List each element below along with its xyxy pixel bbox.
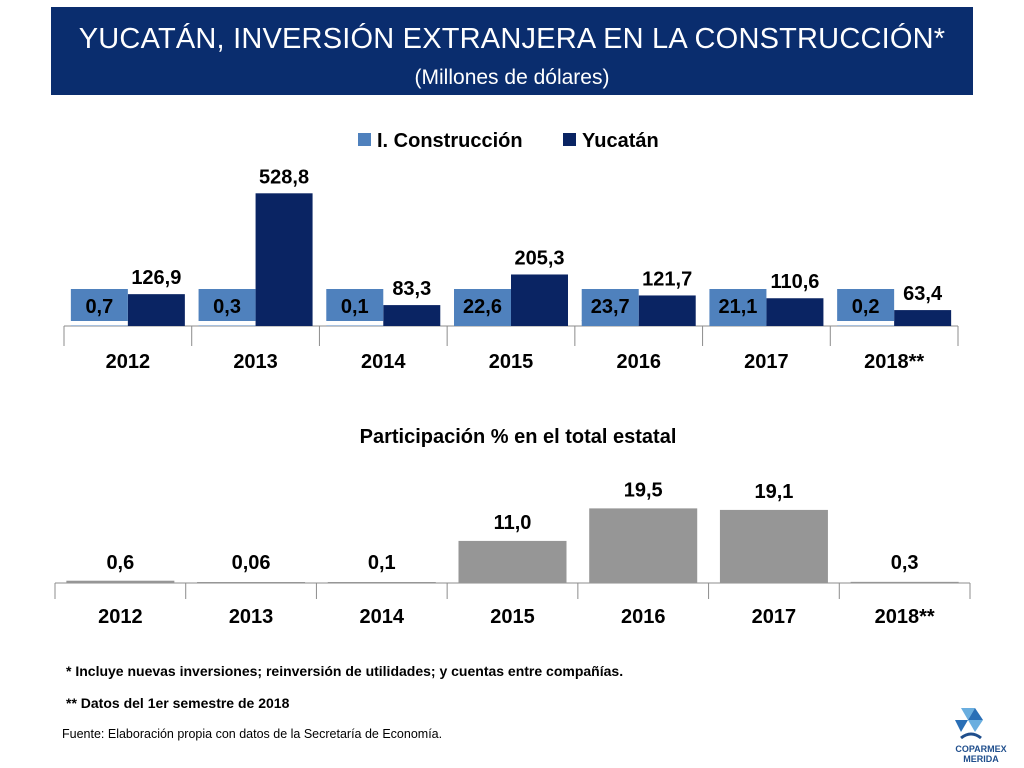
data-label-construccion-2012: 0,7 [85, 296, 113, 318]
bar-participacion-2012 [66, 580, 175, 583]
data-label-yucatan-2016: 121,7 [642, 268, 692, 290]
data-label-yucatan-2012: 126,9 [131, 267, 181, 289]
data-label-yucatan-2013: 528,8 [259, 166, 309, 188]
page-subtitle: (Millones de dólares) [414, 66, 610, 89]
x-tick-label-2012: 2012 [106, 351, 151, 373]
data-label-yucatan-2015: 205,3 [514, 247, 564, 269]
x-tick-label-2017: 2017 [744, 351, 789, 373]
data-label-participacion-2012: 0,6 [106, 552, 134, 574]
participation-bar-chart: Participación % en el total estatal 0,6 20… [54, 426, 971, 628]
x-tick-label-2015: 2015 [489, 351, 534, 373]
x-tick-label-2016: 2016 [616, 351, 661, 373]
footnote-2: ** Datos del 1er semestre de 2018 [66, 695, 290, 711]
bar-yucatan-2014 [383, 305, 441, 326]
bar-participacion-2018** [850, 581, 959, 583]
bar-yucatan-2013 [255, 193, 313, 326]
title-banner: YUCATÁN, INVERSIÓN EXTRANJERA EN LA CONS… [51, 7, 973, 95]
bar-participacion-2013 [197, 582, 306, 583]
label-box-construccion-2018** [837, 289, 895, 321]
page-title: YUCATÁN, INVERSIÓN EXTRANJERA EN LA CONS… [78, 23, 946, 55]
label-box-construccion-2014 [326, 289, 384, 321]
data-label-participacion-2017: 19,1 [754, 481, 793, 503]
data-label-construccion-2017: 21,1 [718, 296, 757, 318]
legend-swatch-1 [563, 133, 576, 146]
data-label-construccion-2015: 22,6 [463, 296, 502, 318]
x-tick-label-2014: 2014 [361, 351, 406, 373]
bar-participacion-2014 [327, 582, 436, 583]
data-label-participacion-2013: 0,06 [232, 552, 271, 574]
coparmex-logo: COPARMEX MERIDA [941, 704, 1021, 766]
bar-construccion-2016 [581, 320, 639, 326]
data-label-yucatan-2014: 83,3 [392, 278, 431, 300]
data-label-construccion-2016: 23,7 [591, 296, 630, 318]
label-box-construccion-2015 [454, 289, 511, 321]
bar-yucatan-2016 [638, 295, 696, 326]
footnote-1: * Incluye nuevas inversiones; reinversió… [66, 663, 624, 679]
data-label-construccion-2013: 0,3 [213, 296, 241, 318]
x-tick-label-2-2017: 2017 [752, 606, 797, 628]
data-label-participacion-2015: 11,0 [494, 512, 532, 534]
legend-label-1: Yucatán [582, 130, 659, 152]
x-tick-label-2-2015: 2015 [490, 606, 535, 628]
x-tick-label-2018**: 2018** [864, 351, 924, 373]
bar-construccion-2012 [70, 325, 128, 326]
logo-text-1: COPARMEX [955, 744, 1006, 754]
x-tick-label-2-2012: 2012 [98, 606, 143, 628]
bar-participacion-2017 [719, 509, 828, 583]
investment-bar-chart: I. Construcción Yucatán 0,7 126,9 2012 0,3 528… [63, 130, 959, 373]
bar-yucatan-2015 [511, 274, 568, 326]
logo-text-2: MERIDA [963, 754, 999, 764]
bar-construccion-2015 [454, 320, 511, 326]
label-box-construccion-2016 [581, 289, 639, 321]
bar-yucatan-2017 [766, 298, 824, 326]
label-box-construccion-2012 [70, 289, 128, 321]
bar-yucatan-2012 [127, 294, 185, 326]
data-label-yucatan-2018**: 63,4 [903, 283, 943, 305]
data-label-construccion-2018**: 0,2 [852, 296, 880, 318]
legend-swatch-0 [358, 133, 371, 146]
x-tick-label-2-2013: 2013 [229, 606, 274, 628]
x-tick-label-2-2016: 2016 [621, 606, 666, 628]
bar-construccion-2018** [837, 325, 895, 326]
data-label-construccion-2014: 0,1 [341, 296, 369, 318]
data-label-participacion-2018**: 0,3 [891, 552, 919, 574]
x-tick-label-2013: 2013 [233, 351, 278, 373]
data-label-participacion-2016: 19,5 [624, 479, 663, 501]
label-box-construccion-2017 [709, 289, 767, 321]
bar-yucatan-2018** [894, 310, 952, 326]
chart2-title: Participación % en el total estatal [360, 426, 677, 448]
source-note: Fuente: Elaboración propia con datos de … [62, 727, 443, 741]
logo-icon: COPARMEX MERIDA [955, 708, 1007, 764]
bar-construccion-2017 [709, 320, 767, 326]
x-tick-label-2-2018**: 2018** [875, 606, 935, 628]
data-label-yucatan-2017: 110,6 [770, 271, 819, 293]
bar-participacion-2016 [589, 508, 698, 583]
label-box-construccion-2013 [198, 289, 256, 321]
legend: I. Construcción Yucatán [358, 130, 659, 152]
bar-construccion-2013 [198, 325, 256, 326]
bar-participacion-2015 [458, 540, 567, 583]
x-tick-label-2-2014: 2014 [360, 606, 405, 628]
legend-label-0: I. Construcción [377, 130, 523, 152]
bar-construccion-2014 [326, 325, 384, 326]
data-label-participacion-2014: 0,1 [368, 552, 396, 574]
